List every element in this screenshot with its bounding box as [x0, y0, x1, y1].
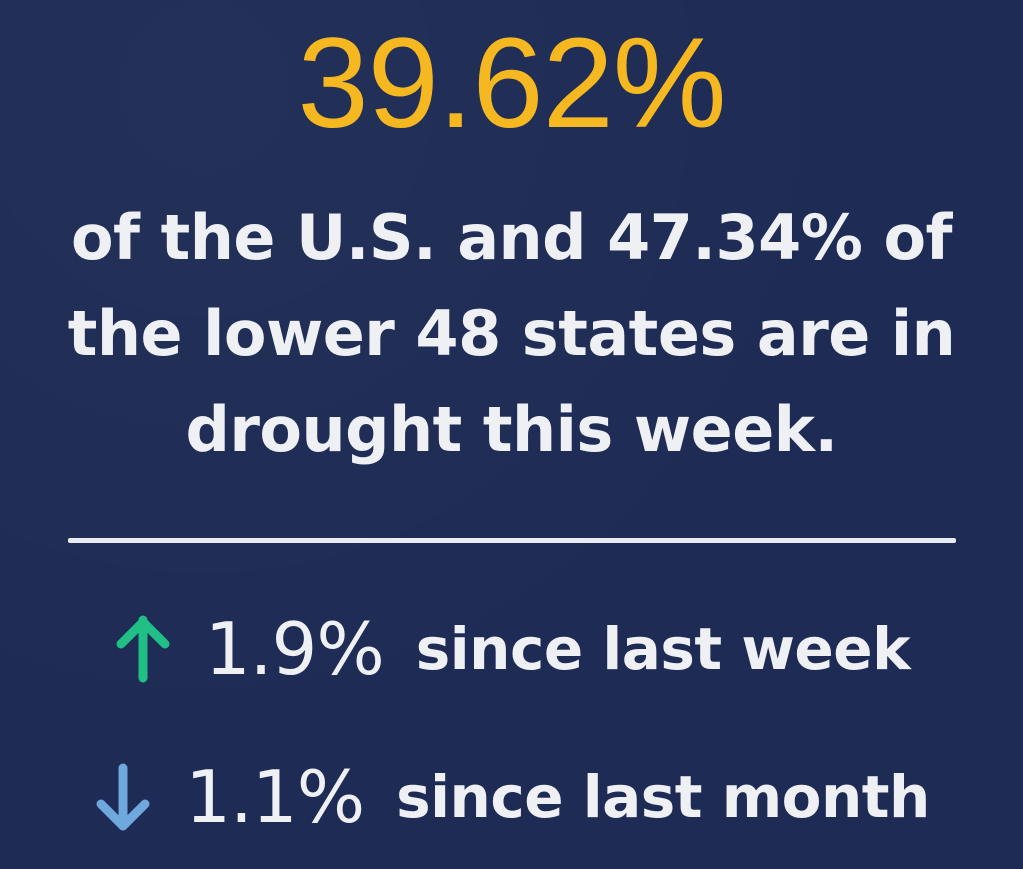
weekly-change-value: 1.9%: [204, 607, 385, 691]
weekly-change: 1.9% since last week: [0, 606, 1023, 692]
arrow-down-icon: [93, 762, 153, 832]
monthly-change-value: 1.1%: [185, 755, 365, 839]
monthly-change: 1.1% since last month: [0, 754, 1023, 840]
weekly-change-label: since last week: [415, 615, 911, 683]
drought-description: of the U.S. and 47.34% of the lower 48 s…: [60, 190, 963, 478]
monthly-change-label: since last month: [396, 763, 930, 831]
arrow-up-icon: [113, 614, 173, 684]
description-line: drought this week.: [185, 393, 838, 466]
divider: [68, 538, 956, 543]
description-line: of the U.S. and 47.34% of: [70, 201, 953, 274]
drought-percent: 39.62%: [297, 12, 726, 155]
description-line: the lower 48 states are in: [67, 297, 956, 370]
